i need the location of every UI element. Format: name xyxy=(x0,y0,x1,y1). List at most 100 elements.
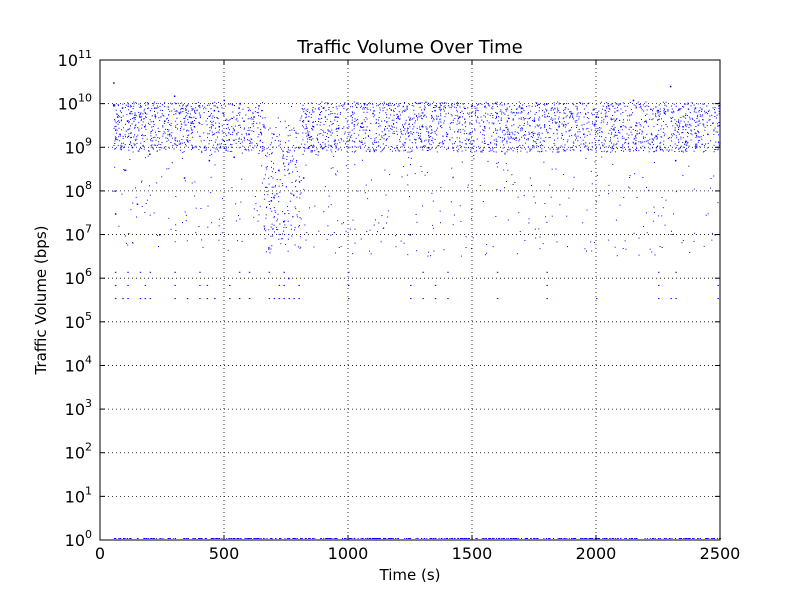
data-point xyxy=(656,135,658,137)
data-point xyxy=(388,105,390,107)
data-point xyxy=(363,102,365,104)
data-point xyxy=(304,148,306,150)
data-point xyxy=(576,108,578,109)
data-point xyxy=(510,538,512,539)
data-point xyxy=(623,119,624,121)
data-point xyxy=(447,298,449,300)
data-point xyxy=(226,139,228,141)
data-point xyxy=(414,138,416,140)
data-point xyxy=(520,128,522,130)
data-point xyxy=(647,140,649,142)
data-point xyxy=(184,211,186,213)
data-point xyxy=(190,106,192,107)
data-point xyxy=(647,125,649,127)
data-point xyxy=(452,177,454,179)
data-point xyxy=(380,241,382,243)
data-point xyxy=(610,118,612,120)
data-point xyxy=(689,112,691,114)
axis-ticks xyxy=(99,59,721,541)
data-point xyxy=(293,298,295,300)
data-point xyxy=(613,129,615,131)
data-point xyxy=(153,103,155,105)
data-point xyxy=(299,217,301,219)
data-point xyxy=(644,147,646,149)
data-point xyxy=(596,538,598,539)
data-point xyxy=(421,141,423,143)
data-point xyxy=(597,130,599,132)
data-point xyxy=(248,150,250,152)
data-point xyxy=(149,271,152,273)
data-point xyxy=(267,194,269,196)
data-point xyxy=(635,149,636,151)
data-point xyxy=(416,221,418,223)
data-point xyxy=(494,143,496,145)
data-point xyxy=(357,122,359,124)
data-point xyxy=(673,111,675,113)
data-point xyxy=(627,143,629,145)
data-point xyxy=(713,130,715,132)
data-point xyxy=(190,127,192,129)
data-point xyxy=(606,115,608,117)
data-point xyxy=(571,147,573,148)
data-point xyxy=(489,538,490,539)
data-point xyxy=(312,107,314,108)
data-point xyxy=(353,132,355,134)
data-point xyxy=(155,144,157,146)
data-point xyxy=(271,142,272,144)
data-point xyxy=(259,205,261,207)
data-point xyxy=(390,114,392,116)
data-point xyxy=(228,103,230,105)
data-point xyxy=(174,241,176,243)
data-point xyxy=(147,104,149,106)
data-point xyxy=(168,133,171,136)
data-point xyxy=(346,141,348,143)
data-point xyxy=(129,128,131,130)
data-point xyxy=(682,128,684,130)
data-point xyxy=(693,120,695,122)
data-point xyxy=(586,148,588,150)
data-point xyxy=(717,149,719,151)
data-point xyxy=(632,142,634,144)
data-point xyxy=(403,126,404,128)
data-point xyxy=(369,129,370,131)
data-point xyxy=(278,145,280,147)
data-point xyxy=(208,111,209,112)
data-point xyxy=(423,108,425,110)
data-point xyxy=(591,146,593,148)
data-point xyxy=(586,117,588,118)
data-point xyxy=(213,109,216,112)
data-point xyxy=(171,132,173,134)
data-point xyxy=(162,135,164,137)
data-point xyxy=(168,217,170,219)
data-point xyxy=(217,107,219,109)
data-point xyxy=(127,129,129,131)
data-point xyxy=(652,113,654,115)
data-point xyxy=(373,151,375,153)
data-point xyxy=(512,118,514,120)
data-point xyxy=(509,137,511,139)
data-point xyxy=(364,132,366,134)
data-point xyxy=(563,110,565,112)
data-point xyxy=(436,134,438,136)
data-point xyxy=(146,113,148,115)
data-point xyxy=(389,107,391,109)
data-point xyxy=(416,146,418,148)
data-point xyxy=(538,228,540,230)
data-point xyxy=(688,127,690,129)
data-point xyxy=(377,231,378,233)
data-point xyxy=(268,248,270,250)
data-point xyxy=(672,125,674,127)
data-point xyxy=(603,143,605,145)
data-point xyxy=(407,133,409,134)
data-point xyxy=(400,114,402,116)
data-point xyxy=(428,102,429,104)
data-point xyxy=(453,147,455,149)
data-point xyxy=(261,165,263,167)
data-point xyxy=(431,132,433,133)
data-point xyxy=(115,538,117,539)
data-point xyxy=(156,150,158,152)
data-point xyxy=(349,538,351,539)
data-point xyxy=(372,106,374,108)
data-point xyxy=(250,142,252,144)
data-point xyxy=(472,148,474,150)
